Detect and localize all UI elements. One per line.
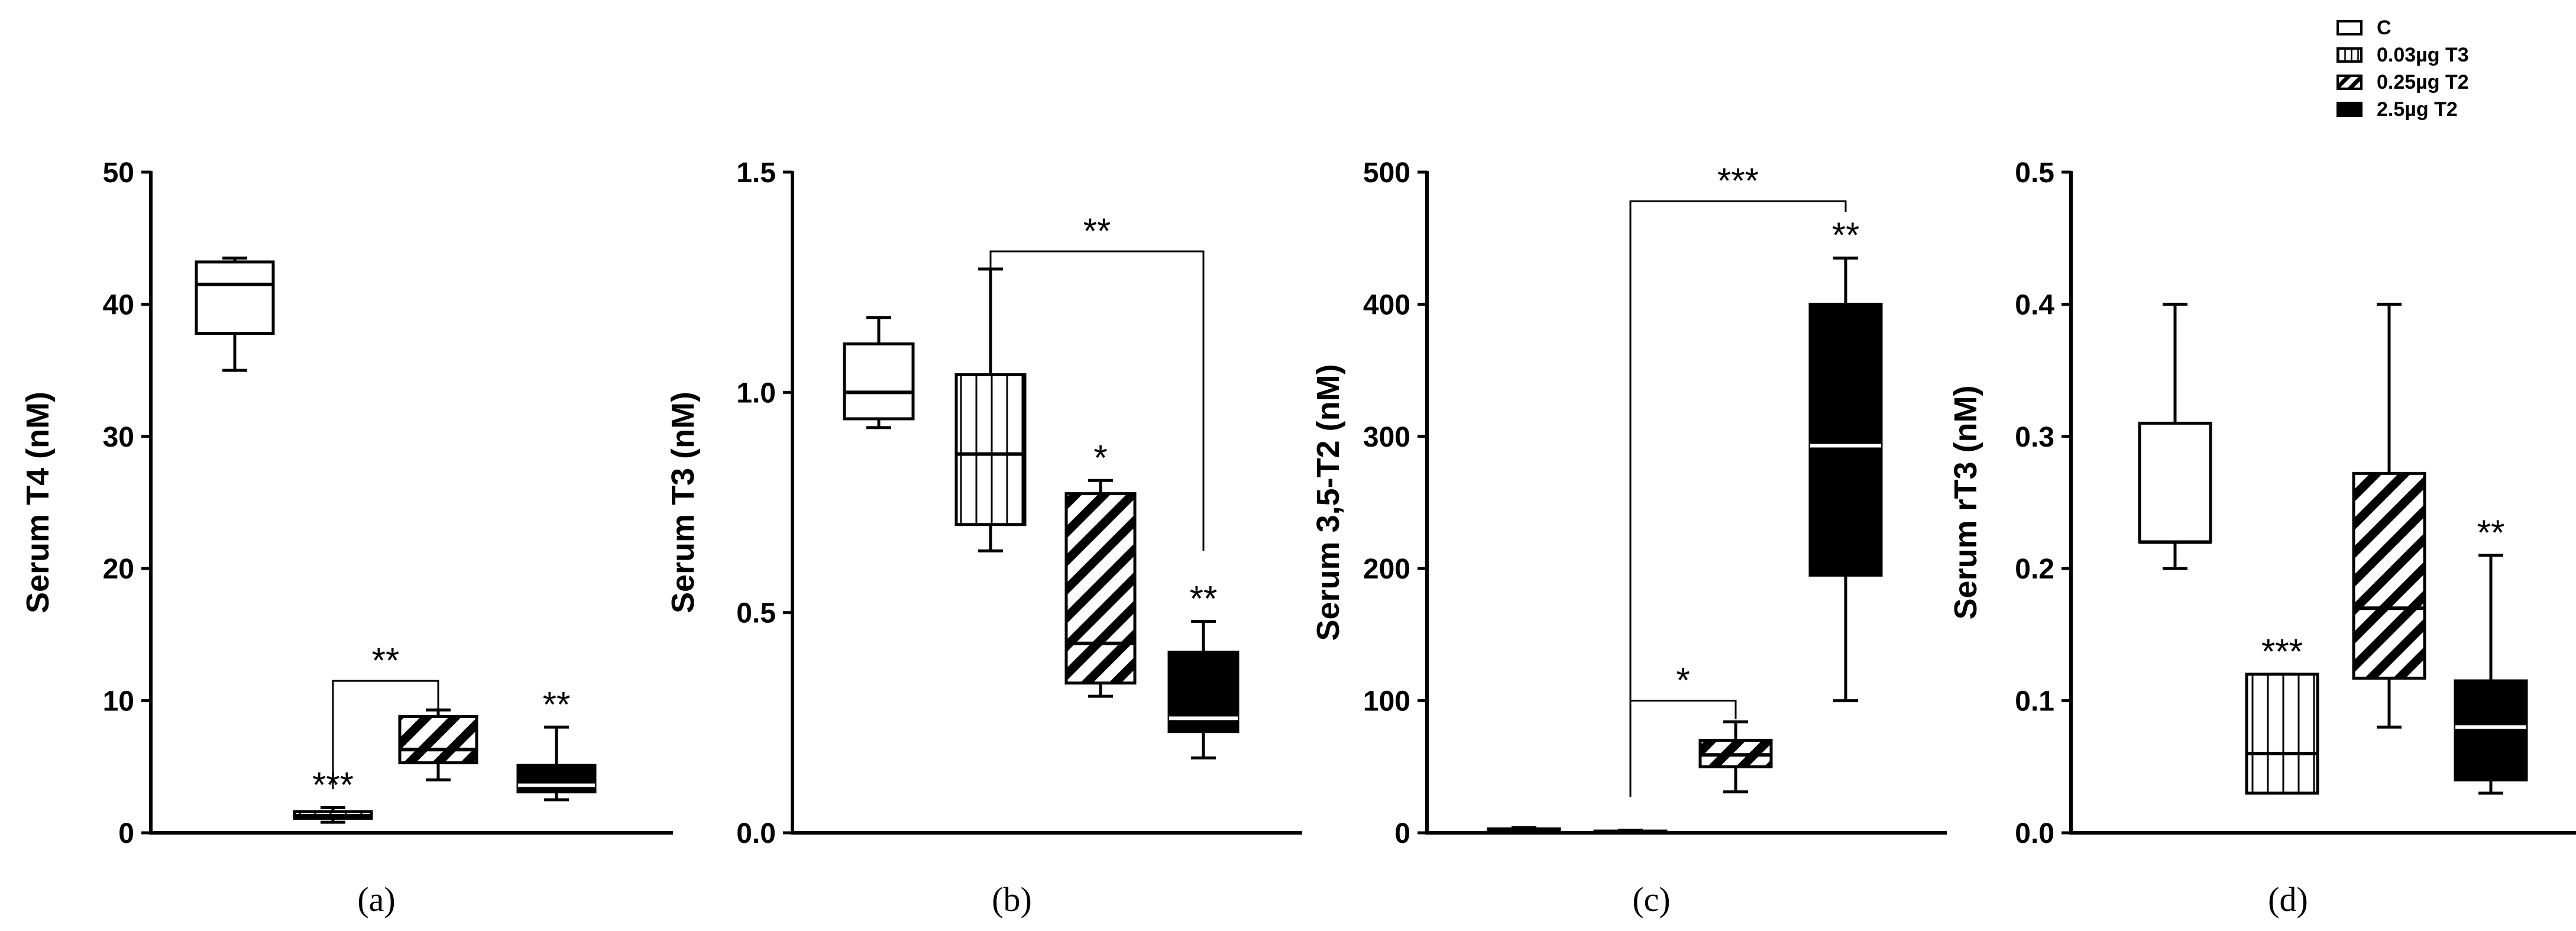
legend-swatch-1 [2336,47,2363,63]
y-tick-label-d-3: 0.3 [2015,422,2054,453]
legend-swatch-2 [2336,75,2363,90]
bracket-c-1 [1629,200,1847,797]
y-tick-label-b-1: 0.5 [736,598,776,629]
y-tick-label-c-5: 500 [1363,157,1410,189]
y-axis-title-b: Serum T3 (nM) [665,392,701,613]
box-rect-d-1 [2245,673,2319,795]
bracket-label-b-0: ** [1083,211,1111,251]
bracket-label-a-0: ** [372,641,400,680]
legend-label-2: 0.25µg T2 [2377,71,2469,93]
legend-label-0: C [2377,17,2391,39]
box-rect-c-3 [1808,302,1883,577]
y-tick-label-d-2: 0.2 [2015,554,2054,585]
box-rect-b-0 [843,342,915,421]
box-b-1 [954,267,1027,552]
y-tick-label-c-4: 400 [1363,289,1410,321]
y-tick-label-d-5: 0.5 [2015,157,2054,189]
y-tick-label-c-2: 200 [1363,554,1410,585]
y-tick-label-d-4: 0.4 [2015,289,2054,321]
legend: C 0.03µg T3 0.25µg T2 2.5µg T2 [2336,17,2469,121]
box-c-2 [1698,720,1773,794]
bracket-b-0 [989,250,1205,551]
y-tick-label-a-4: 40 [103,289,134,321]
panel-label-b: (b) [992,880,1032,919]
legend-label-1: 0.03µg T3 [2377,44,2469,66]
y-tick-label-c-3: 300 [1363,422,1410,453]
y-tick-label-a-5: 50 [103,157,134,189]
legend-swatch-3 [2336,102,2363,117]
legend-swatch-0 [2336,20,2363,35]
y-tick-label-b-0: 0.0 [736,818,776,849]
significance-b-0: * [1093,438,1107,477]
box-b-2 [1064,479,1137,698]
box-d-3 [2454,554,2528,795]
box-rect-a-2 [398,715,478,765]
box-d-2 [2352,302,2426,729]
panel-label-a: (a) [357,880,395,919]
significance-a-1: ** [543,684,571,724]
box-d-0 [2138,302,2212,570]
y-tick-label-d-0: 0.0 [2015,818,2054,849]
box-a-0 [195,256,275,372]
box-b-0 [843,316,915,429]
bracket-a-0 [332,680,439,790]
box-d-1 [2245,673,2319,795]
y-tick-label-c-0: 0 [1394,818,1410,849]
y-tick-label-a-0: 0 [118,818,134,849]
panel-label-d: (d) [2268,880,2308,919]
box-a-2 [398,708,478,782]
box-rect-d-3 [2454,679,2528,782]
box-rect-d-0 [2138,421,2212,544]
box-c-3 [1808,256,1883,703]
box-a-1 [293,806,373,824]
box-rect-b-2 [1064,492,1137,685]
box-c-0 [1487,826,1561,833]
box-c-1 [1593,829,1668,835]
bracket-label-c-1: *** [1717,161,1759,201]
y-tick-label-b-2: 1.0 [736,377,776,409]
significance-c-0: ** [1832,215,1860,255]
significance-d-1: ** [2477,513,2505,552]
box-a-3 [516,725,597,801]
box-rect-a-0 [195,260,275,335]
significance-b-1: ** [1190,579,1218,619]
y-tick-label-a-2: 20 [103,554,134,585]
y-tick-label-d-1: 0.1 [2015,686,2054,717]
y-axis-title-c: Serum 3,5-T2 (nM) [1310,364,1346,641]
y-tick-label-c-1: 100 [1363,686,1410,717]
y-tick-label-a-3: 30 [103,422,134,453]
y-axis-title-a: Serum T4 (nM) [20,392,56,613]
panel-label-c: (c) [1632,880,1670,919]
y-axis-title-d: Serum rT3 (nM) [1948,385,1983,619]
box-rect-d-2 [2352,471,2426,680]
box-rect-b-1 [954,373,1027,526]
bracket-label-c-0: * [1676,661,1690,700]
y-tick-label-b-3: 1.5 [736,157,776,189]
legend-label-3: 2.5µg T2 [2377,98,2458,121]
box-rect-a-3 [516,764,597,794]
box-b-3 [1167,620,1240,759]
significance-d-0: *** [2261,632,2303,671]
y-tick-label-a-1: 10 [103,686,134,717]
